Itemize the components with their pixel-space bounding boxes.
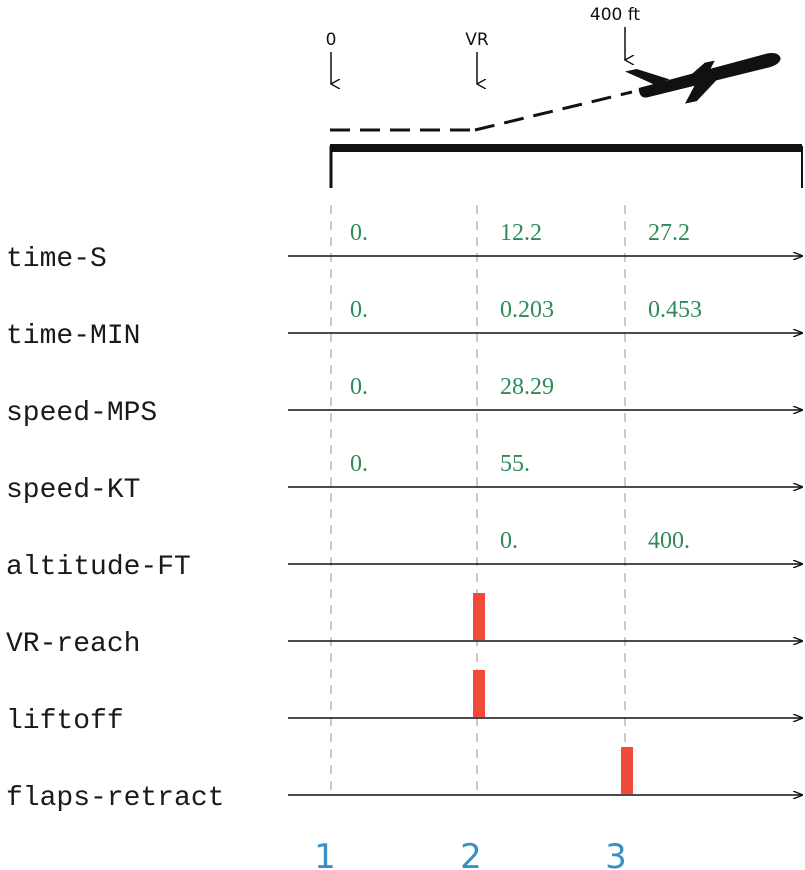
stage-numbers: 1 2 3 (314, 837, 627, 870)
row-label: speed-MPS (6, 398, 157, 429)
stage-guides (330, 205, 626, 795)
runway-bracket (329, 144, 803, 188)
event-marker (621, 747, 633, 794)
event-marker (473, 670, 485, 717)
marker-label-vr: VR (465, 30, 489, 50)
top-markers: 0 VR 400 ft (326, 5, 641, 84)
row-value: 55. (500, 451, 530, 477)
row-speed-kt: speed-KT 0. 55. (6, 451, 802, 506)
row-value: 0. (350, 451, 368, 477)
row-vr-reach: VR-reach (6, 593, 802, 660)
timeline-rows: time-S 0. 12.2 27.2 time-MIN 0. 0.203 0.453 spee… (6, 220, 802, 814)
row-time-min: time-MIN 0. 0.203 0.453 (6, 297, 802, 352)
row-value: 28.29 (500, 374, 554, 400)
row-label: VR-reach (6, 629, 140, 660)
row-flaps-retract: flaps-retract (6, 747, 802, 814)
row-value: 0. (350, 374, 368, 400)
stage-number: 2 (460, 837, 482, 870)
row-label: time-S (6, 244, 107, 275)
marker-label-start: 0 (326, 30, 337, 50)
stage-number: 1 (314, 837, 336, 870)
row-value: 0.203 (500, 297, 554, 323)
row-value: 0.453 (648, 297, 702, 323)
row-label: speed-KT (6, 475, 140, 506)
row-label: liftoff (6, 706, 124, 737)
row-value: 27.2 (648, 220, 690, 246)
row-altitude-ft: altitude-FT 0. 400. (6, 528, 802, 583)
flight-path (330, 90, 633, 132)
stage-number: 3 (605, 837, 627, 870)
row-value: 0. (350, 220, 368, 246)
airplane-climbing-icon (624, 52, 781, 104)
marker-label-400ft: 400 ft (590, 5, 641, 25)
row-value: 0. (500, 528, 518, 554)
row-speed-mps: speed-MPS 0. 28.29 (6, 374, 802, 429)
row-label: time-MIN (6, 321, 140, 352)
row-time-s: time-S 0. 12.2 27.2 (6, 220, 802, 275)
event-marker (473, 593, 485, 640)
row-value: 0. (350, 297, 368, 323)
row-label: altitude-FT (6, 552, 191, 583)
row-value: 400. (648, 528, 690, 554)
row-label: flaps-retract (6, 783, 224, 814)
row-value: 12.2 (500, 220, 542, 246)
row-liftoff: liftoff (6, 670, 802, 737)
